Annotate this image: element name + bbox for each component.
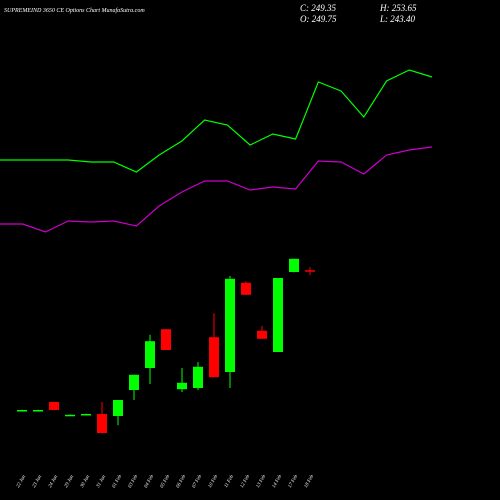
candle-body [257, 330, 267, 339]
info-close: C: 249.35 [300, 3, 337, 13]
candle-body [209, 337, 219, 378]
x-tick-label: 29 Jan [64, 474, 75, 489]
x-tick-label: 06 Feb [176, 474, 188, 489]
candle-body [305, 270, 315, 272]
candle-body [273, 278, 283, 352]
candle-body [129, 374, 139, 390]
x-tick-label: 10 Feb [208, 474, 220, 489]
chart-title: SUPREMEIND 3650 CE Options Chart MunafaS… [4, 7, 145, 14]
x-tick-label: 04 Feb [144, 474, 156, 489]
info-low: L: 243.40 [379, 14, 416, 24]
x-tick-label: 30 Jan [80, 474, 91, 489]
indicator-line [0, 69, 433, 173]
candle-body [97, 414, 107, 433]
candle-body [241, 282, 251, 295]
x-tick-label: 22 Jan [16, 474, 27, 489]
candle-body [17, 410, 27, 412]
candle-body [177, 382, 187, 390]
x-tick-label: 12 Feb [240, 474, 252, 489]
x-tick-label: 24 Jan [48, 474, 59, 489]
candle-body [289, 258, 299, 272]
info-open: O: 249.75 [300, 14, 337, 24]
candle-body [225, 278, 235, 372]
info-high: H: 253.65 [379, 3, 417, 13]
candle-body [145, 341, 155, 368]
indicator-line [0, 146, 433, 233]
candle-body [81, 414, 91, 416]
candle-body [33, 410, 43, 412]
candle-body [161, 329, 171, 350]
x-tick-label: 17 Feb [288, 474, 300, 489]
x-tick-label: 18 Feb [304, 474, 316, 489]
x-tick-label: 03 Feb [128, 474, 140, 489]
x-tick-label: 05 Feb [160, 474, 172, 489]
candle-body [193, 366, 203, 388]
x-tick-label: 14 Feb [272, 474, 284, 489]
x-tick-label: 23 Jan [32, 474, 43, 489]
x-tick-label: 01 Feb [112, 474, 124, 489]
x-tick-label: 13 Feb [256, 474, 268, 489]
candle-body [113, 400, 123, 416]
x-tick-label: 31 Jan [96, 474, 107, 489]
candle-body [65, 414, 75, 417]
x-tick-label: 07 Feb [192, 474, 204, 489]
x-tick-label: 11 Feb [224, 474, 235, 489]
candle-body [49, 402, 59, 410]
